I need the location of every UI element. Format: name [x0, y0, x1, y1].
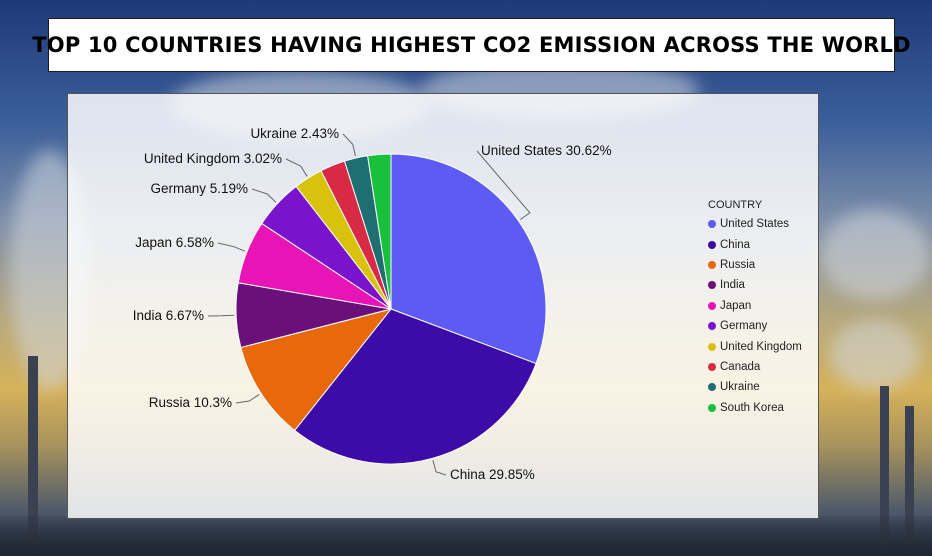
legend-label: Japan [720, 299, 752, 312]
legend-label: South Korea [720, 401, 784, 414]
leader-line [251, 188, 277, 203]
legend-swatch [708, 240, 716, 249]
chart-panel: United States 30.62% China 29.85% Russia 1… [67, 93, 819, 519]
legend-item[interactable]: Russia [708, 255, 802, 275]
pie-chart: United States 30.62% China 29.85% Russia 1… [133, 126, 612, 482]
legend-swatch [708, 322, 716, 331]
data-label-japan: Japan 6.58% [135, 235, 214, 250]
pie-slice-south-korea[interactable] [367, 153, 392, 310]
legend-label: United States [720, 218, 790, 231]
data-label-united-states: United States 30.62% [481, 143, 612, 158]
legend-item[interactable]: Japan [708, 296, 802, 316]
legend-swatch [708, 342, 716, 351]
legend-swatch [708, 260, 716, 269]
legend-label: United Kingdom [720, 340, 802, 353]
data-label-united-kingdom: United Kingdom 3.02% [144, 151, 282, 166]
legend-item[interactable]: United Kingdom [708, 336, 802, 356]
legend-label: Canada [720, 360, 761, 373]
pie-slice-united-states[interactable] [390, 153, 547, 365]
data-label-russia: Russia 10.3% [149, 395, 232, 410]
legend-item[interactable]: Germany [708, 316, 802, 336]
legend-label: India [720, 279, 745, 292]
legend-item[interactable]: Canada [708, 357, 802, 377]
leader-line [432, 460, 447, 476]
leader-line [285, 158, 308, 177]
legend-item[interactable]: India [708, 275, 802, 295]
data-label-ukraine: Ukraine 2.43% [250, 126, 339, 141]
legend-swatch [708, 220, 716, 229]
chart-title: TOP 10 COUNTRIES HAVING HIGHEST CO2 EMIS… [32, 33, 911, 57]
data-label-india: India 6.67% [133, 308, 204, 323]
title-banner: TOP 10 COUNTRIES HAVING HIGHEST CO2 EMIS… [32, 18, 911, 72]
legend-label: Germany [720, 320, 768, 333]
legend-swatch [708, 301, 716, 310]
legend-item[interactable]: United States [708, 214, 802, 234]
leader-line [207, 314, 235, 317]
data-label-china: China 29.85% [450, 467, 535, 482]
legend-label: Russia [720, 258, 756, 271]
legend-item[interactable]: China [708, 234, 802, 254]
leader-line [235, 393, 260, 404]
legend: COUNTRY United States China Russia India Jap… [708, 199, 802, 418]
legend-swatch [708, 403, 716, 412]
legend-item[interactable]: Ukraine [708, 377, 802, 397]
legend-label: China [720, 238, 751, 251]
pie-slice-russia[interactable] [240, 308, 393, 432]
legend-item[interactable]: South Korea [708, 398, 802, 418]
leader-line [217, 242, 246, 252]
legend-title: COUNTRY [708, 199, 763, 211]
legend-swatch [708, 281, 716, 290]
pie-slice-china[interactable] [293, 308, 537, 465]
legend-swatch [708, 362, 716, 371]
legend-swatch [708, 383, 716, 392]
leader-line [342, 133, 356, 157]
data-label-germany: Germany 5.19% [150, 181, 248, 196]
leader-line [476, 150, 531, 221]
legend-label: Ukraine [720, 381, 760, 394]
